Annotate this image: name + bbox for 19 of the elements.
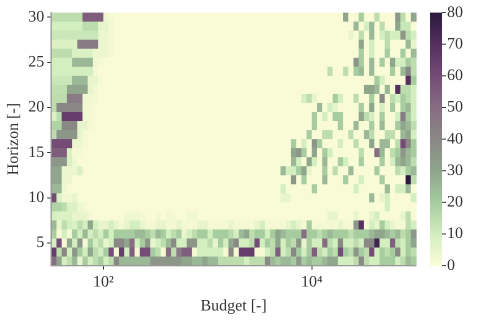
color-bar-label: 0 bbox=[447, 256, 455, 274]
y-axis-title: Horizon [-] bbox=[4, 102, 22, 176]
y-tick-label: 5 bbox=[36, 234, 44, 252]
y-tick-label: 25 bbox=[28, 54, 44, 70]
color-bar-label: 30 bbox=[447, 162, 463, 179]
y-tick-label: 10 bbox=[28, 189, 44, 206]
color-bar-label: 70 bbox=[447, 35, 463, 52]
color-bar-label: 40 bbox=[447, 130, 463, 148]
y-tick-label: 20 bbox=[28, 98, 44, 116]
color-bar-label: 20 bbox=[447, 194, 463, 211]
x-axis-title: Budget [-] bbox=[200, 298, 267, 315]
y-tick-label: 15 bbox=[28, 144, 44, 161]
color-bar-label: 60 bbox=[447, 67, 463, 84]
color-bar-label: 10 bbox=[447, 225, 463, 242]
x-tick-label: 10² bbox=[92, 273, 114, 290]
x-tick-label: 10⁴ bbox=[300, 273, 323, 290]
color-bar-label: 80 bbox=[447, 4, 463, 21]
y-tick-label: 30 bbox=[28, 8, 44, 26]
color-bar-label: 50 bbox=[447, 98, 463, 116]
